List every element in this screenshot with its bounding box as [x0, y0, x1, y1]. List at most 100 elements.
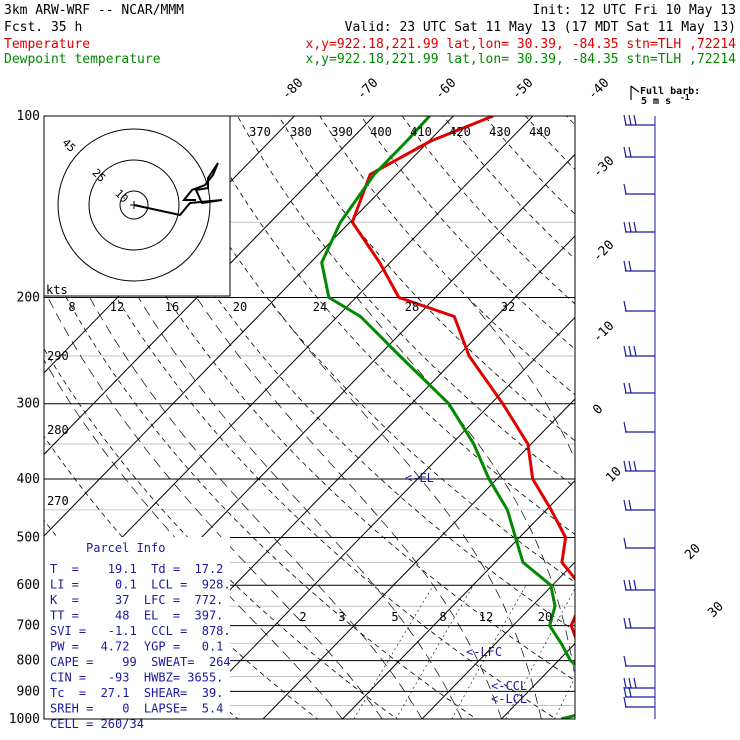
- wet-bulb-label: 12: [110, 300, 124, 314]
- parcel-info-row: CAPE = 99 SWEAT= 264: [50, 655, 231, 669]
- isotherm-label: -60: [432, 76, 459, 103]
- moist-adiabat: [467, 297, 575, 461]
- isotherm-label: -40: [585, 76, 612, 103]
- wet-bulb-label: 16: [165, 300, 179, 314]
- wet-bulb-label: 32: [501, 300, 515, 314]
- wind-barb: [623, 499, 655, 511]
- parcel-info-box: Parcel Info T = 19.1 Td = 17.2 LI = 0.1 L…: [44, 537, 231, 731]
- dry-adiabat: [566, 116, 575, 126]
- dewpoint-profile: [320, 116, 575, 719]
- init-time: Init: 12 UTC Fri 10 May 13: [533, 3, 737, 18]
- pressure-tick-label: 200: [17, 291, 40, 306]
- dry-adiabat: [44, 254, 478, 719]
- parcel-info-row: Tc = 27.1 SHEAR= 39.: [50, 686, 223, 700]
- pressure-tick-label: 400: [17, 472, 40, 487]
- mixing-ratio-line: [554, 677, 575, 719]
- dry-adiabat: [319, 116, 575, 396]
- barb-legend-value: 5 m s: [641, 96, 671, 107]
- temperature-legend: Temperature: [4, 37, 90, 52]
- temperature-profile: [350, 116, 575, 640]
- wet-bulb-label: 8: [68, 300, 75, 314]
- mixing-ratio-line: [353, 585, 434, 719]
- isotherm-line: [661, 116, 740, 719]
- lfc-marker: <-LFC: [466, 645, 502, 659]
- isotherm-line: [421, 561, 575, 719]
- dry-adiabat: [237, 116, 575, 488]
- forecast-hour: Fcst. 35 h: [4, 20, 82, 35]
- dry-adiabat-label: 380: [290, 125, 312, 139]
- isotherm-label: -30: [590, 154, 617, 181]
- dry-adiabat: [72, 116, 575, 682]
- dewpoint-location: x,y=922.18,221.99 lat,lon= 30.39, -84.35…: [306, 52, 737, 67]
- dry-adiabat-label: 390: [331, 125, 353, 139]
- mixing-ratio-label: 8: [439, 610, 446, 624]
- wind-barb: [623, 260, 655, 272]
- isotherm-line: [262, 398, 575, 719]
- dry-adiabat: [608, 116, 740, 732]
- temperature-location: x,y=922.18,221.99 lat,lon= 30.39, -84.35…: [306, 37, 737, 52]
- moist-adiabat: [594, 298, 663, 720]
- dry-adiabat: [649, 116, 740, 732]
- isotherm-line: [44, 116, 534, 619]
- dry-adiabat-label: 370: [249, 125, 271, 139]
- wet-bulb-label: 20: [233, 300, 247, 314]
- dry-adiabat: [113, 116, 575, 632]
- hodograph: 10 25 45 kts: [43, 115, 231, 297]
- mixing-ratio-line: [619, 585, 684, 719]
- wind-barb: [623, 183, 655, 195]
- hodograph-unit-label: kts: [46, 283, 68, 297]
- moist-adiabat: [267, 297, 542, 719]
- dry-adiabat-label: 440: [529, 125, 551, 139]
- parcel-info-row: K = 37 LFC = 772.: [50, 593, 223, 607]
- parcel-info-title: Parcel Info: [86, 541, 165, 555]
- dry-adiabat-label: 410: [410, 125, 432, 139]
- parcel-info-row: SVI = -1.1 CCL = 878.: [50, 624, 231, 638]
- mixing-ratio-label: 5: [391, 610, 398, 624]
- dry-adiabat: [731, 116, 740, 732]
- dry-adiabat: [442, 116, 575, 260]
- barb-legend-exponent: -1: [680, 93, 690, 102]
- dry-adiabat-label: 290: [47, 349, 69, 363]
- pressure-tick-label: 500: [17, 530, 40, 545]
- isotherm-line: [581, 116, 740, 719]
- wind-barb: [623, 460, 655, 472]
- parcel-info-row: CELL = 260/34: [50, 717, 144, 731]
- parcel-info-row: T = 19.1 Td = 17.2: [50, 562, 223, 576]
- parcel-info-row: CIN = -93 HWBZ= 3655.: [50, 671, 223, 685]
- barb-legend-icon: [630, 85, 640, 100]
- isotherm-label: 20: [682, 541, 704, 563]
- moist-adiabat: [700, 298, 722, 720]
- isotherm-label: 0: [590, 402, 606, 418]
- parcel-info-row: TT = 48 EL = 397.: [50, 609, 223, 623]
- wind-barb: [623, 677, 655, 689]
- mixing-ratio-label: 3: [338, 610, 345, 624]
- ccl-marker: <-CCL: [491, 679, 527, 693]
- wet-bulb-label: 24: [313, 300, 327, 314]
- wind-barb: [623, 382, 655, 394]
- dewpoint-legend: Dewpoint temperature: [4, 52, 161, 67]
- dry-adiabat-label: 270: [47, 494, 69, 508]
- wind-barb: [623, 537, 655, 549]
- isotherm-label: -20: [590, 238, 617, 265]
- parcel-info-row: LI = 0.1 LCL = 928.: [50, 578, 231, 592]
- isotherm-line: [501, 642, 575, 719]
- wind-barb: [623, 696, 655, 708]
- isotherm-line: [183, 316, 575, 719]
- mixing-ratio-label: 20: [538, 610, 552, 624]
- wind-barb: [623, 655, 655, 667]
- wind-barb: [623, 617, 655, 629]
- parcel-info-row: PW = 4.72 YGP = 0.1: [50, 640, 223, 654]
- dry-adiabat: [195, 116, 575, 535]
- hodograph-trace: [133, 162, 223, 217]
- wet-bulb-label: 28: [405, 300, 419, 314]
- pressure-tick-label: 100: [17, 109, 40, 124]
- pressure-tick-label: 300: [17, 397, 40, 412]
- pressure-tick-label: 900: [17, 684, 40, 699]
- pressure-tick-label: 800: [17, 654, 40, 669]
- dry-adiabat-label: 430: [489, 125, 511, 139]
- dry-adiabat: [690, 116, 740, 732]
- dry-adiabat-label: 420: [449, 125, 471, 139]
- wind-barb: [623, 300, 655, 312]
- wind-barb: [623, 686, 655, 698]
